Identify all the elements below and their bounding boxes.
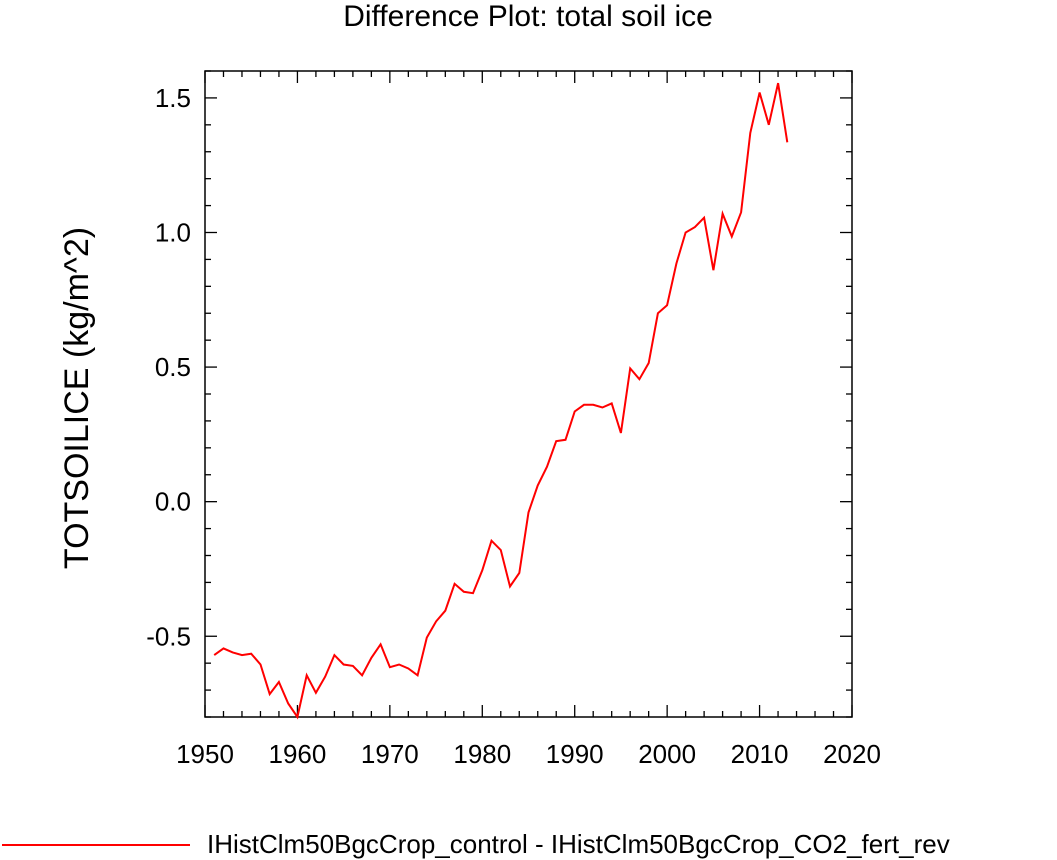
y-tick-label: 1.5 [155, 83, 191, 113]
x-tick-label: 2020 [823, 739, 881, 769]
y-tick-labels: -0.5 0.0 0.5 1.0 1.5 [146, 83, 191, 651]
x-tick-label: 1950 [176, 739, 234, 769]
y-tick-label: 0.5 [155, 352, 191, 382]
x-tick-label: 1970 [361, 739, 419, 769]
y-tick-label: -0.5 [146, 621, 191, 651]
x-tick-label: 1980 [453, 739, 511, 769]
x-tick-label: 2000 [638, 739, 696, 769]
legend-label: IHistClm50BgcCrop_control - IHistClm50Bg… [207, 829, 950, 859]
x-tick-label: 2010 [731, 739, 789, 769]
x-tick-label: 1990 [546, 739, 604, 769]
y-tick-label: 0.0 [155, 487, 191, 517]
axis-ticks [204, 70, 853, 718]
legend: IHistClm50BgcCrop_control - IHistClm50Bg… [2, 829, 950, 859]
y-axis-label: TOTSOILICE (kg/m^2) [58, 227, 96, 569]
chart-title: Difference Plot: total soil ice [343, 0, 713, 33]
y-tick-label: 1.0 [155, 218, 191, 248]
plot-frame [204, 70, 853, 718]
series-line [213, 82, 789, 720]
x-tick-labels: 1950 1960 1970 1980 1990 2000 2010 2020 [176, 739, 881, 769]
x-tick-label: 1960 [269, 739, 327, 769]
